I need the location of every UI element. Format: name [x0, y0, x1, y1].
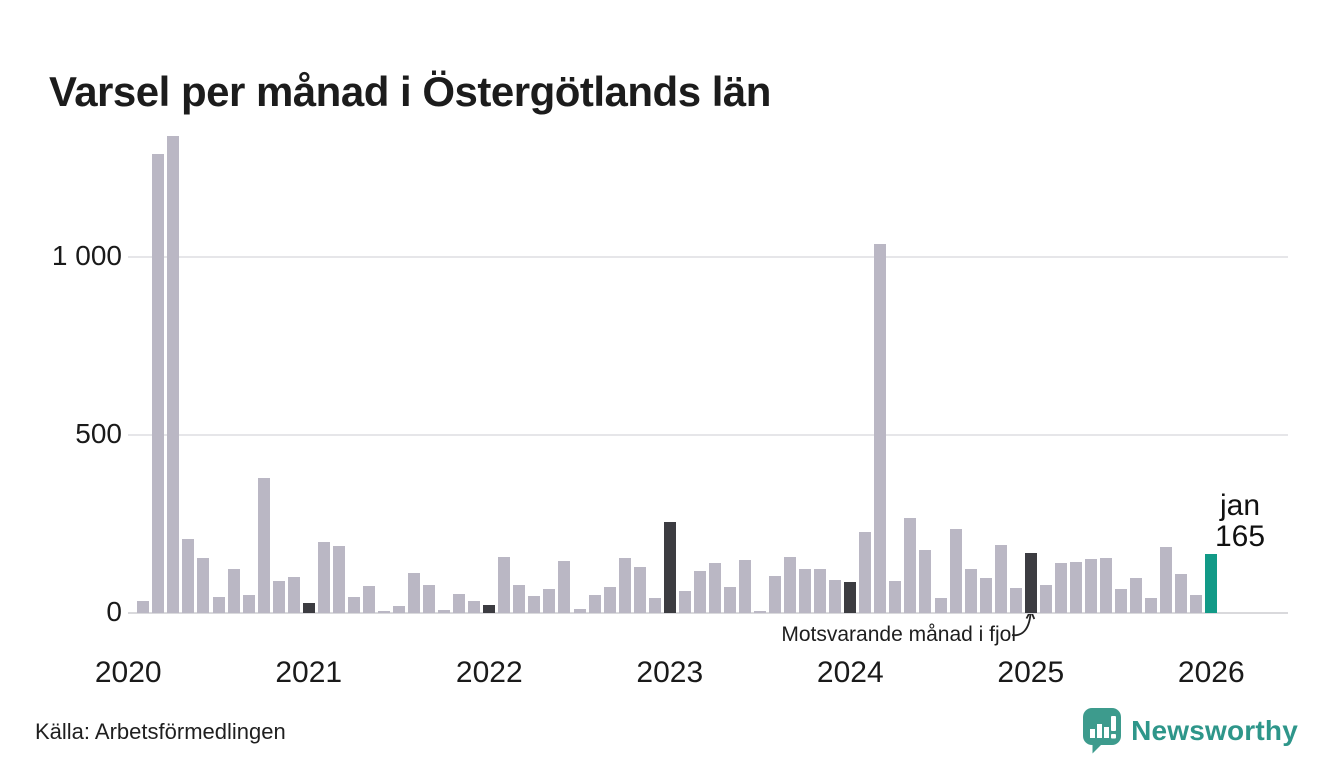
x-axis-year-2020: 2020 [94, 656, 162, 689]
chart-title: Varsel per månad i Östergötlands län [49, 68, 771, 116]
bar-2023-06 [738, 559, 751, 613]
bar-2021-05 [362, 585, 375, 613]
bar-2024-03 [874, 244, 887, 613]
gridline-1000 [128, 255, 1288, 258]
bar-2020-05 [182, 538, 195, 613]
bar-2021-02 [317, 542, 330, 613]
y-axis-tick-1000: 1 000 [51, 239, 122, 271]
bar-2021-11 [453, 594, 466, 613]
bar-2025-01 [1024, 553, 1037, 613]
bar-2021-08 [408, 573, 421, 613]
bar-2024-01 [844, 581, 857, 613]
current-month-value-label: jan 165 [1194, 490, 1286, 552]
newsworthy-bubble-chart-icon [1083, 708, 1122, 754]
bar-2020-06 [197, 558, 210, 613]
bar-2025-02 [1039, 584, 1052, 613]
bar-2023-09 [784, 557, 797, 613]
bar-2021-06 [377, 610, 390, 613]
bar-2022-10 [618, 557, 631, 613]
bar-2023-11 [814, 568, 827, 613]
bar-2025-07 [1115, 589, 1128, 613]
bar-2025-12 [1190, 595, 1203, 613]
bar-2021-07 [393, 605, 405, 613]
bar-2023-10 [799, 568, 812, 613]
bar-2023-01 [663, 521, 676, 613]
bar-2020-07 [212, 596, 225, 613]
bar-2023-05 [723, 586, 736, 613]
bar-2022-07 [573, 609, 586, 613]
bar-2022-08 [588, 595, 601, 613]
source-label: Källa: Arbetsförmedlingen [35, 719, 286, 744]
bar-2023-07 [754, 610, 767, 613]
bar-2025-05 [1084, 558, 1097, 613]
bar-2021-10 [438, 610, 451, 613]
x-axis-year-2024: 2024 [816, 656, 884, 689]
bar-2024-09 [964, 569, 977, 613]
bar-2020-12 [287, 577, 300, 613]
x-axis-year-2021: 2021 [275, 656, 343, 689]
x-axis-year-2022: 2022 [455, 656, 523, 689]
bar-2020-02 [137, 600, 150, 613]
x-axis-year-2023: 2023 [636, 656, 704, 689]
bar-2023-12 [829, 579, 842, 613]
bar-2020-09 [242, 595, 255, 613]
bar-2025-11 [1175, 573, 1188, 613]
bar-2026-01 [1205, 554, 1218, 613]
x-axis-year-2026: 2026 [1177, 656, 1245, 689]
bar-2024-05 [904, 518, 917, 613]
bar-2025-10 [1160, 547, 1173, 613]
bar-2024-02 [859, 531, 872, 613]
bar-2021-12 [468, 600, 481, 613]
bar-2022-04 [528, 595, 541, 613]
gridline-0 [128, 612, 1288, 614]
bar-2022-11 [633, 566, 646, 613]
bar-2025-06 [1099, 557, 1112, 613]
bar-2023-04 [708, 563, 721, 613]
bar-2024-12 [1009, 588, 1022, 613]
bar-2020-03 [152, 153, 165, 613]
bar-2020-11 [272, 580, 285, 613]
bar-2024-07 [934, 598, 947, 613]
bar-2024-04 [889, 580, 902, 613]
x-axis-year-2025: 2025 [997, 656, 1065, 689]
bar-2021-01 [302, 603, 315, 613]
y-axis-tick-0: 0 [106, 596, 122, 627]
current-month-name: jan [1219, 489, 1261, 522]
bar-2023-02 [678, 590, 691, 613]
bar-2025-03 [1054, 563, 1067, 613]
bar-2025-09 [1145, 598, 1158, 613]
bar-2022-09 [603, 586, 616, 613]
bar-2024-08 [949, 529, 962, 613]
bar-2022-01 [483, 605, 496, 613]
bar-2022-06 [558, 560, 571, 613]
newsworthy-logo: Newsworthy [1082, 707, 1298, 754]
annotation-previous-year-label: Motsvarande månad i fjol [781, 623, 1016, 646]
bar-2023-03 [693, 570, 706, 613]
gridline-500 [128, 433, 1288, 436]
bar-2022-03 [513, 584, 526, 613]
bar-2022-12 [648, 597, 661, 613]
current-month-value: 165 [1214, 520, 1266, 553]
bar-2025-04 [1069, 562, 1082, 613]
bar-2021-04 [347, 596, 360, 613]
bar-2025-08 [1130, 578, 1143, 613]
y-axis-tick-500: 500 [75, 417, 122, 449]
bar-2024-10 [979, 578, 992, 613]
bar-2022-05 [543, 589, 556, 613]
bar-2020-04 [167, 136, 180, 613]
bar-2021-09 [423, 584, 436, 613]
bar-2020-10 [257, 477, 270, 613]
newsworthy-wordmark: Newsworthy [1131, 714, 1298, 746]
bar-2022-02 [498, 557, 511, 613]
bar-2021-03 [332, 545, 345, 613]
bar-2023-08 [769, 575, 782, 613]
bar-2024-06 [919, 549, 932, 613]
bar-2020-08 [227, 569, 240, 613]
bar-2024-11 [994, 545, 1007, 613]
